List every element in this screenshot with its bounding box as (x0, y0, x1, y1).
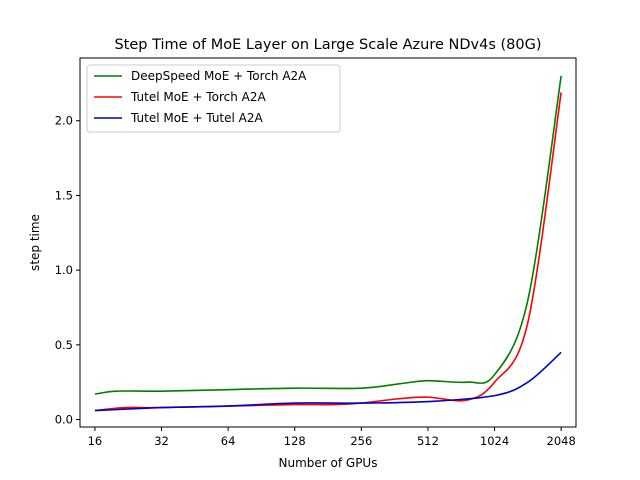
y-tick-label: 2.0 (55, 114, 73, 128)
x-axis: 16 32 64 128 256 512 1024 2048 (88, 427, 576, 448)
y-tick-label: 0.0 (55, 413, 73, 427)
y-axis: 0.0 0.5 1.0 1.5 2.0 (55, 114, 80, 427)
x-tick-label: 32 (154, 434, 169, 448)
y-axis-label: step time (28, 214, 42, 271)
y-tick-label: 1.0 (55, 263, 73, 277)
legend-label: Tutel MoE + Tutel A2A (130, 111, 264, 125)
series-line-2 (94, 351, 562, 412)
legend: DeepSpeed MoE + Torch A2A Tutel MoE + Tor… (86, 64, 341, 133)
legend-label: DeepSpeed MoE + Torch A2A (131, 69, 307, 83)
x-tick-label: 256 (350, 434, 372, 448)
x-tick-label: 64 (221, 434, 236, 448)
legend-box (86, 64, 341, 133)
y-tick-label: 1.5 (55, 188, 73, 202)
x-tick-label: 1024 (480, 434, 509, 448)
x-tick-label: 16 (88, 434, 103, 448)
x-tick-label: 128 (284, 434, 306, 448)
series-lines (94, 75, 562, 412)
x-tick-label: 2048 (547, 434, 576, 448)
chart-title: Step Time of MoE Layer on Large Scale Az… (114, 37, 541, 53)
legend-label: Tutel MoE + Torch A2A (130, 90, 266, 104)
series-line-0 (94, 75, 562, 395)
x-tick-label: 512 (417, 434, 439, 448)
x-axis-label: Number of GPUs (279, 456, 378, 470)
y-tick-label: 0.5 (55, 338, 73, 352)
series-line-1 (94, 92, 562, 412)
plot-frame (79, 57, 577, 428)
